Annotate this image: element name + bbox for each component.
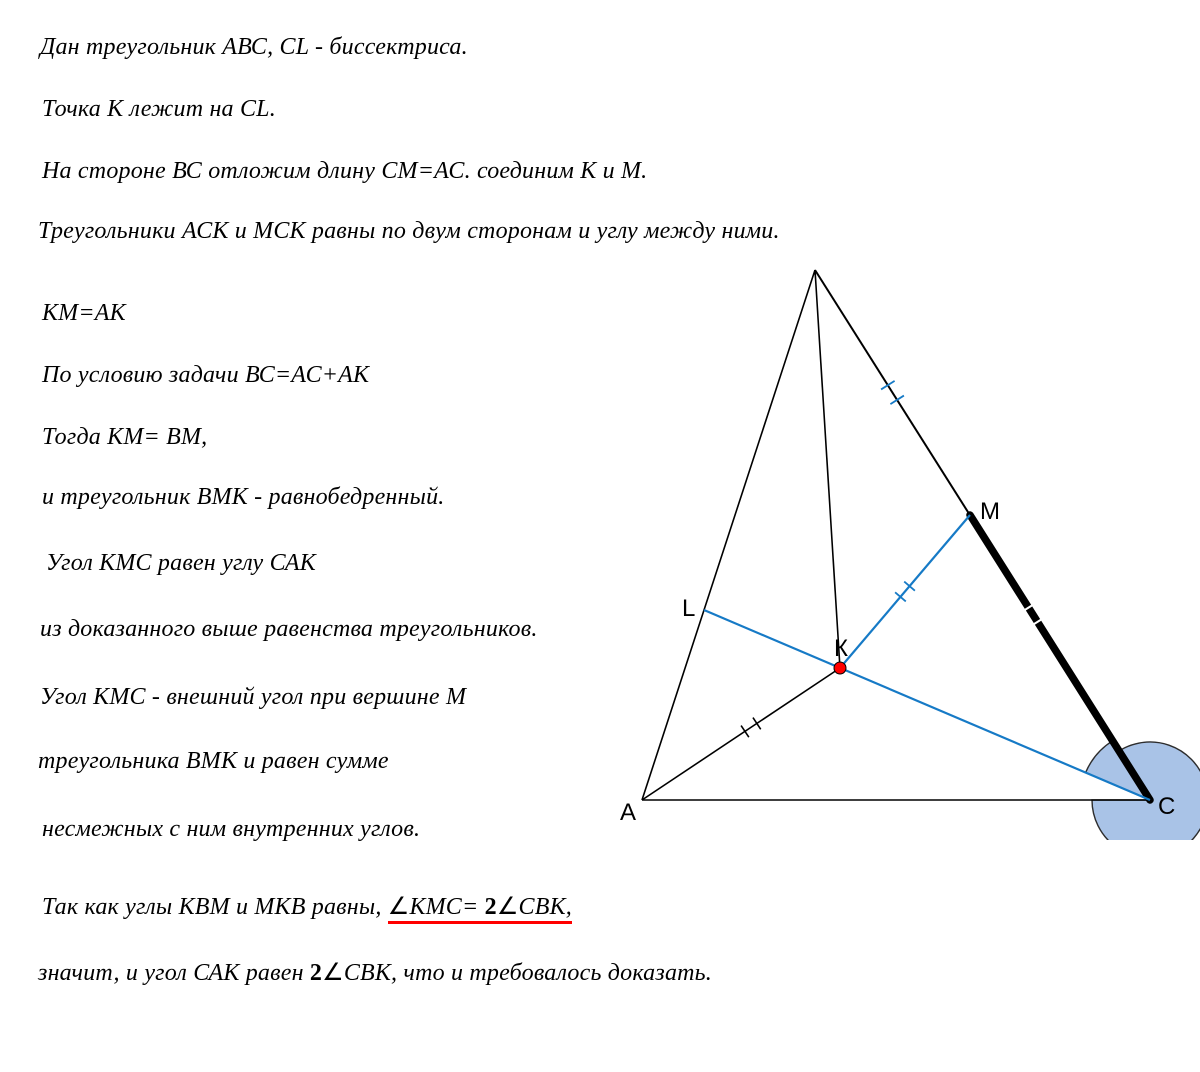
proof-line-1: Дан треугольник АВС, CL - биссектриса. (40, 34, 468, 61)
proof-line-2: Точка К лежит на CL. (42, 96, 276, 123)
proof-line-10: из доказанного выше равенства треугольни… (40, 616, 538, 643)
proof-line-6: По условию задачи ВС=АС+АК (42, 362, 369, 389)
svg-text:К: К (834, 635, 848, 662)
svg-text:L: L (682, 595, 695, 622)
angle-symbol-3: ∠ (322, 960, 344, 986)
proof-line-13: несмежных с ним внутренних углов. (42, 816, 420, 843)
page-root: Дан треугольник АВС, CL - биссектриса. Т… (0, 0, 1200, 1072)
l14-part-c: СВК, (519, 894, 572, 920)
angle-symbol-2: ∠ (497, 894, 519, 920)
l14-bold-2: 2 (485, 894, 497, 920)
proof-line-11: Угол КМС - внешний угол при вершине М (40, 684, 466, 711)
svg-text:M: M (980, 498, 1000, 525)
proof-line-15: значит, и угол САК равен 2∠СВК, что и тр… (38, 958, 712, 987)
angle-symbol-1: ∠ (388, 894, 410, 920)
geometry-figure: A B C L К M (600, 260, 1200, 840)
l14-underlined: ∠КМС= 2∠СВК, (388, 894, 572, 924)
proof-line-12: треугольника ВМК и равен сумме (38, 748, 389, 775)
svg-text:A: A (620, 799, 636, 826)
l15-part-b: СВК, что и требовалось доказать. (344, 960, 712, 986)
proof-line-9: Угол КМС равен углу САК (46, 550, 316, 577)
l15-part-a: значит, и угол САК равен (38, 960, 310, 986)
svg-text:B: B (807, 260, 823, 266)
proof-line-5: КМ=АК (42, 300, 126, 327)
l14-part-b: КМС= (409, 894, 484, 920)
svg-text:C: C (1158, 793, 1175, 820)
proof-line-3: На стороне ВС отложим длину СМ=АС. соеди… (42, 158, 647, 185)
proof-line-14: Так как углы КВМ и МКВ равны, ∠КМС= 2∠СВ… (42, 892, 572, 921)
l14-part-a: Так как углы КВМ и МКВ равны, (42, 894, 388, 920)
l15-bold-2: 2 (310, 960, 322, 986)
proof-line-4: Треугольники АСК и МСК равны по двум сто… (38, 218, 780, 245)
proof-line-7: Тогда КМ= ВМ, (42, 424, 207, 451)
proof-line-8: и треугольник ВМК - равнобедренный. (42, 484, 445, 511)
